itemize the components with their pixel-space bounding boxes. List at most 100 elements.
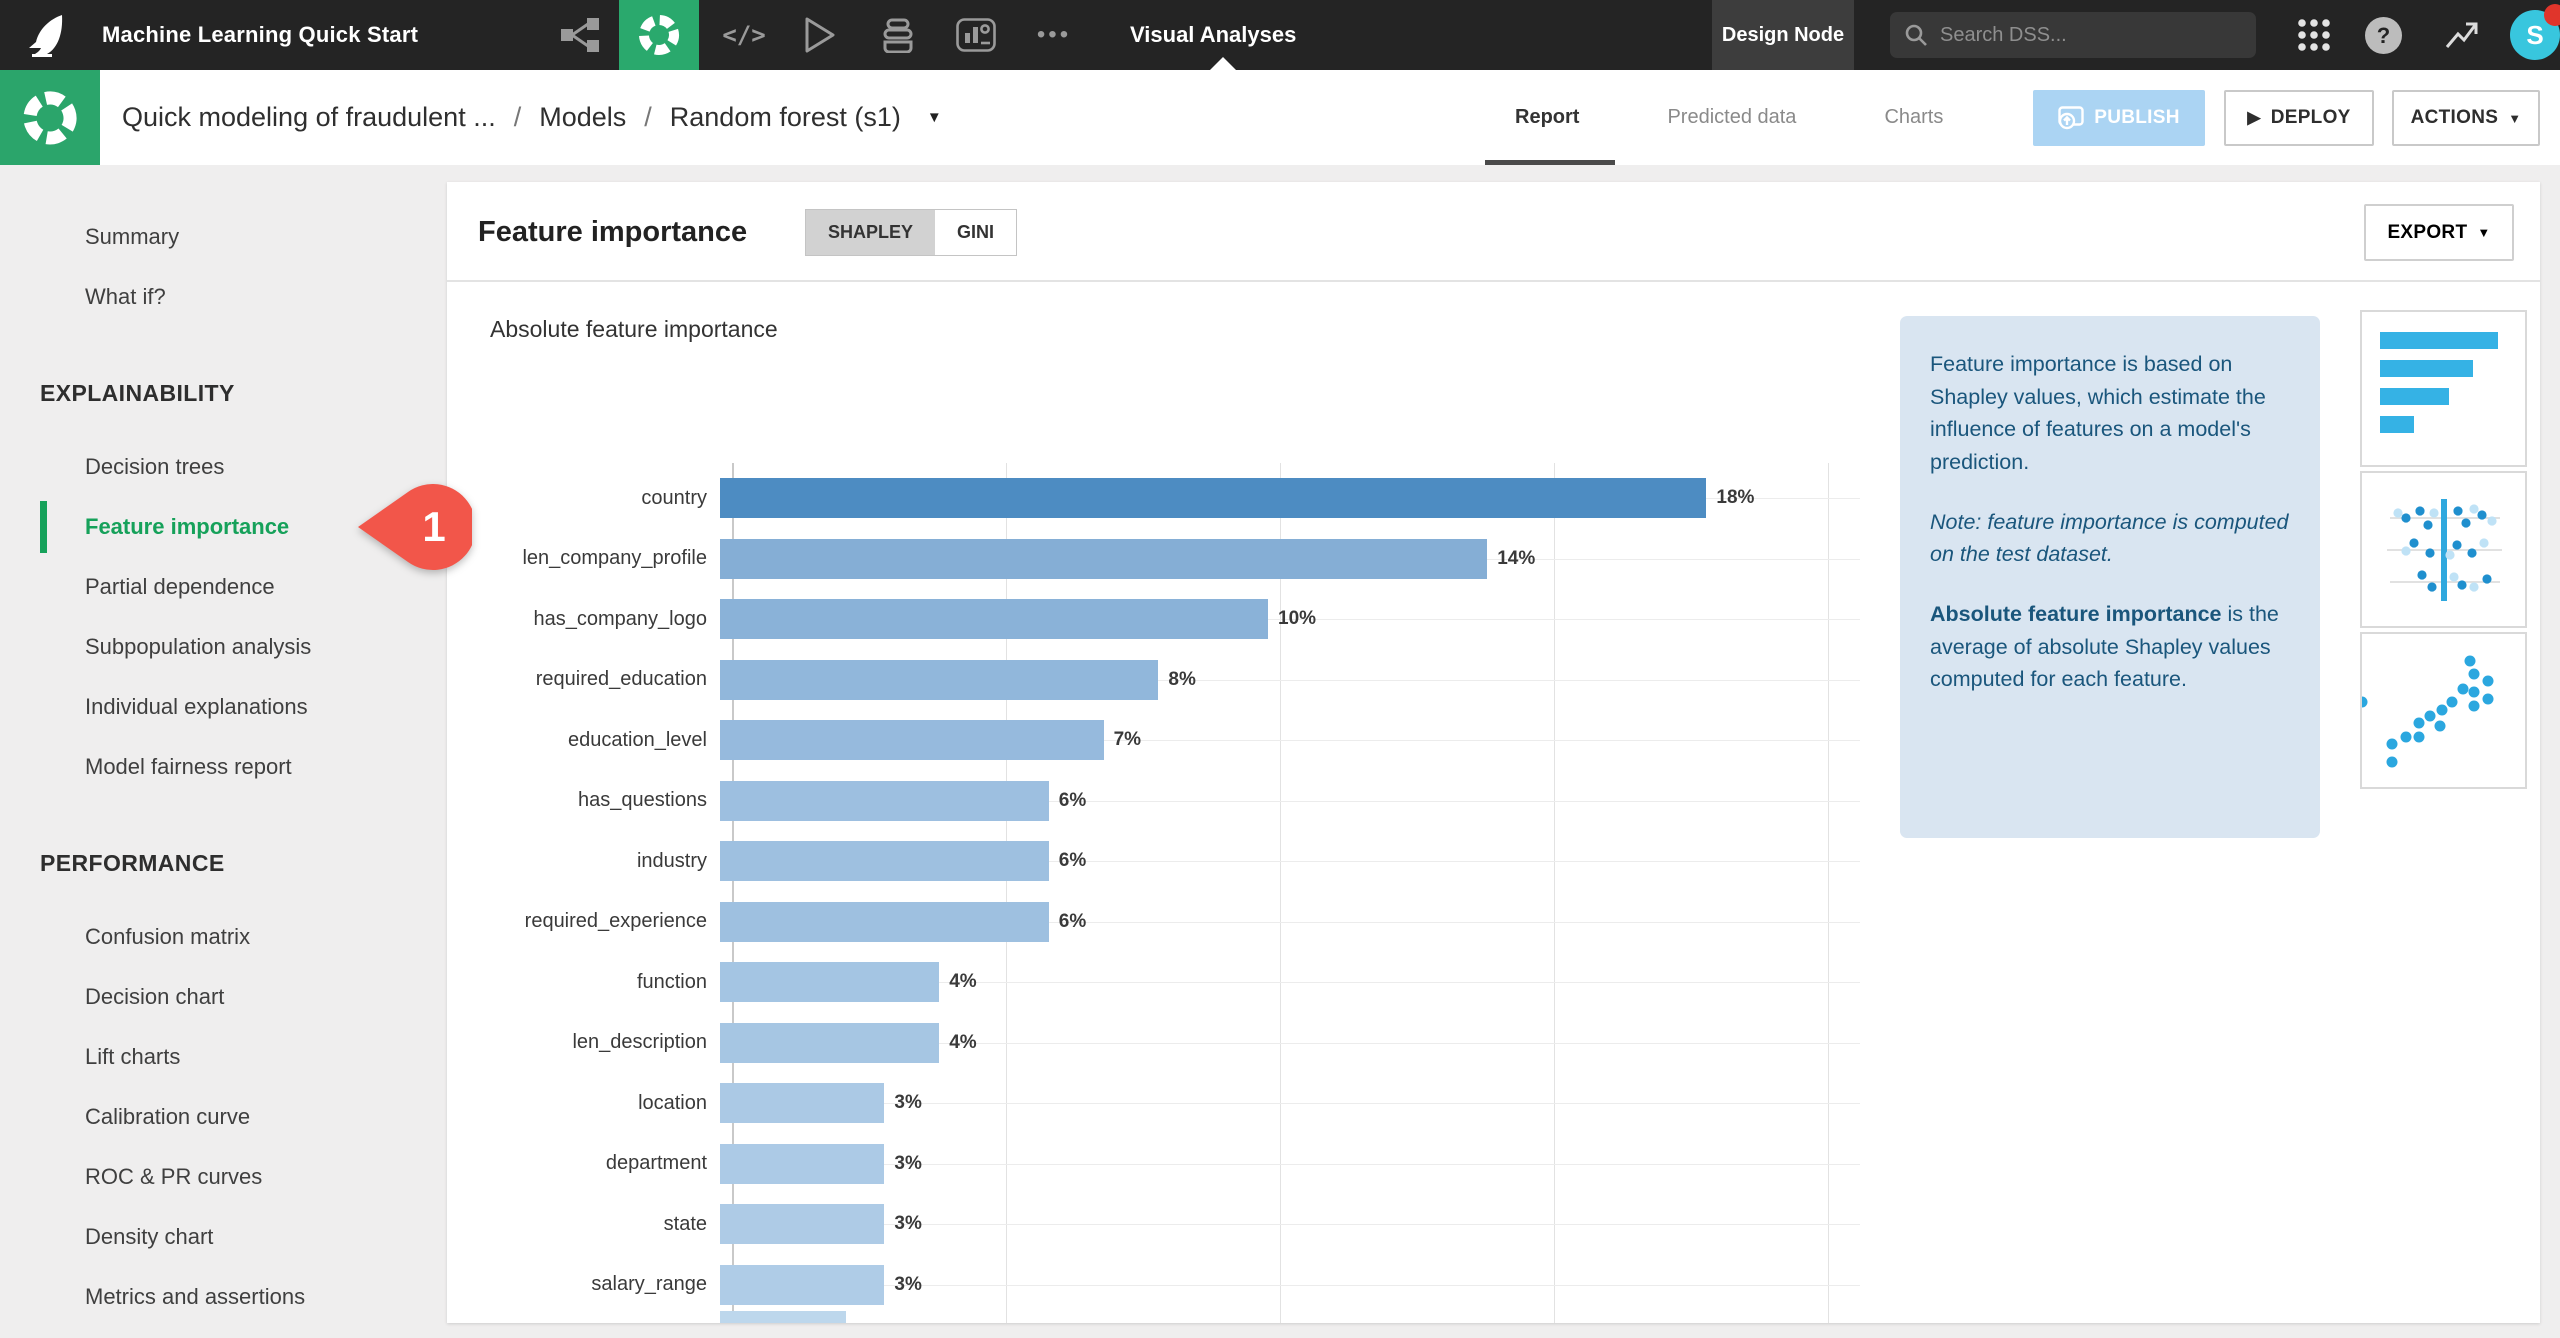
feature-bar-row: has_company_logo 10% xyxy=(447,599,1316,639)
tab-predicted-data[interactable]: Predicted data xyxy=(1667,106,1797,128)
feature-label: salary_range xyxy=(591,1273,707,1295)
sidebar-item-partial-dependence[interactable]: Partial dependence xyxy=(0,557,447,617)
toggle-shapley[interactable]: SHAPLEY xyxy=(806,210,936,255)
toggle-gini[interactable]: GINI xyxy=(935,210,1017,255)
jobs-icon[interactable] xyxy=(866,0,930,70)
importance-value-label: 10% xyxy=(1278,608,1317,629)
feature-bar-row: industry 6% xyxy=(447,841,1086,881)
sidebar-item-subpopulation-analysis[interactable]: Subpopulation analysis xyxy=(0,617,447,677)
importance-bar[interactable] xyxy=(720,599,1268,639)
importance-bar[interactable] xyxy=(720,901,1049,942)
analysis-logo[interactable] xyxy=(0,70,100,165)
sidebar-item-label: Density chart xyxy=(85,1224,214,1249)
importance-bar[interactable] xyxy=(720,1204,885,1244)
feature-bar-row-clipped xyxy=(447,1311,847,1323)
sidebar-item-roc-pr-curves[interactable]: ROC & PR curves xyxy=(0,1147,447,1207)
feature-bar-row: department 3% xyxy=(447,1143,922,1184)
importance-value-label: 18% xyxy=(1716,487,1755,508)
help-icon[interactable]: ? xyxy=(2365,17,2402,54)
publish-icon xyxy=(2058,106,2084,130)
sidebar-item-what-if-[interactable]: What if? xyxy=(0,267,447,327)
row-guide-line xyxy=(732,1224,1860,1225)
row-guide-line xyxy=(732,619,1860,620)
importance-bar[interactable] xyxy=(720,659,1159,700)
feature-bar-row: len_company_profile 14% xyxy=(447,538,1536,579)
importance-bar[interactable] xyxy=(720,780,1049,821)
importance-value-label: 3% xyxy=(894,1213,922,1234)
sidebar-section-explainability: EXPLAINABILITY xyxy=(40,379,235,406)
dashboard-icon[interactable] xyxy=(944,0,1008,70)
sidebar-item-label: ROC & PR curves xyxy=(85,1164,263,1189)
more-icon[interactable]: ••• xyxy=(1036,21,1072,48)
sidebar-item-lift-charts[interactable]: Lift charts xyxy=(0,1027,447,1087)
chart-title: Absolute feature importance xyxy=(490,316,778,342)
feature-bar-row: len_description 4% xyxy=(447,1022,977,1063)
importance-bar[interactable] xyxy=(720,1083,885,1123)
breadcrumb-separator: / xyxy=(513,102,522,132)
importance-bar[interactable] xyxy=(720,720,1104,760)
tab-report[interactable]: Report xyxy=(1515,106,1580,128)
search-input[interactable] xyxy=(1940,23,2242,47)
row-guide-line xyxy=(732,1042,1860,1044)
workspace: Summary What if? EXPLAINABILITY Decision tr… xyxy=(0,165,2560,1338)
actions-caret-icon: ▼ xyxy=(2508,110,2522,126)
sidebar-item-metrics-and-assertions[interactable]: Metrics and assertions xyxy=(0,1267,447,1327)
importance-bar[interactable] xyxy=(720,1022,940,1063)
importance-bar[interactable] xyxy=(720,962,940,1002)
deploy-button[interactable]: ▶ DEPLOY xyxy=(2224,90,2374,146)
global-search[interactable] xyxy=(1890,12,2256,58)
importance-bar[interactable] xyxy=(720,478,1707,518)
importance-bar[interactable] xyxy=(720,841,1049,881)
sidebar-item-label: Calibration curve xyxy=(85,1104,251,1129)
feature-bar-row: state 3% xyxy=(447,1204,922,1244)
sidebar-item-individual-explanations[interactable]: Individual explanations xyxy=(0,677,447,737)
code-icon[interactable]: </> xyxy=(722,21,766,49)
active-tab-underline xyxy=(1485,160,1615,165)
row-guide-line xyxy=(732,1103,1860,1104)
importance-bar[interactable] xyxy=(720,1264,885,1305)
bar-chart-preview[interactable] xyxy=(2360,310,2527,467)
sidebar-item-decision-trees[interactable]: Decision trees xyxy=(0,437,447,497)
apps-grid-icon[interactable] xyxy=(2282,0,2346,70)
breadcrumb-model-name[interactable]: Random forest (s1) xyxy=(669,102,901,132)
sidebar-item-decision-chart[interactable]: Decision chart xyxy=(0,967,447,1027)
updates-icon[interactable] xyxy=(2430,0,2494,70)
scatter-plot-preview[interactable] xyxy=(2360,632,2527,789)
visual-analysis-icon[interactable] xyxy=(619,0,699,70)
feature-label: has_company_logo xyxy=(533,607,707,630)
feature-bar-row: has_questions 6% xyxy=(447,780,1086,821)
sidebar-item-summary[interactable]: Summary xyxy=(0,207,447,267)
feature-label: department xyxy=(605,1152,707,1174)
feature-bar-row: salary_range 3% xyxy=(447,1264,922,1305)
run-icon[interactable] xyxy=(788,0,852,70)
search-icon xyxy=(1905,24,1927,46)
importance-bar[interactable] xyxy=(720,1311,847,1323)
actions-button[interactable]: ACTIONS ▼ xyxy=(2392,90,2540,146)
sidebar-item-density-chart[interactable]: Density chart xyxy=(0,1207,447,1267)
importance-value-label: 14% xyxy=(1497,547,1536,569)
model-dropdown-caret[interactable]: ▼ xyxy=(926,109,942,126)
feature-label: len_company_profile xyxy=(522,547,707,569)
dataiku-bird-logo[interactable] xyxy=(26,13,74,57)
design-node-badge[interactable]: Design Node xyxy=(1712,0,1854,70)
breadcrumb-analysis[interactable]: Quick modeling of fraudulent ... xyxy=(122,102,496,132)
flow-icon[interactable] xyxy=(548,0,612,70)
sidebar-item-model-fairness-report[interactable]: Model fairness report xyxy=(0,737,447,797)
feature-importance-card: Feature importance SHAPLEY GINI EXPORT ▼… xyxy=(447,182,2540,1323)
importance-bar[interactable] xyxy=(720,538,1488,579)
sidebar-item-feature-importance[interactable]: Feature importance 1 xyxy=(0,484,476,570)
sidebar-item-label: Feature importance xyxy=(85,514,290,539)
sidebar-item-confusion-matrix[interactable]: Confusion matrix xyxy=(0,907,447,967)
tab-charts[interactable]: Charts xyxy=(1884,106,1944,128)
publish-button[interactable]: PUBLISH xyxy=(2033,90,2205,146)
sidebar-item-calibration-curve[interactable]: Calibration curve xyxy=(0,1087,447,1147)
importance-bar[interactable] xyxy=(720,1143,885,1184)
shapley-beeswarm-preview[interactable] xyxy=(2360,471,2527,628)
breadcrumb-models[interactable]: Models xyxy=(539,102,627,132)
active-item-indicator xyxy=(40,501,47,553)
importance-value-label: 3% xyxy=(894,1152,922,1174)
active-section-notch xyxy=(1210,57,1236,70)
export-button[interactable]: EXPORT ▼ xyxy=(2364,204,2514,261)
project-title[interactable]: Machine Learning Quick Start xyxy=(102,22,419,47)
feature-label: has_questions xyxy=(578,789,707,811)
